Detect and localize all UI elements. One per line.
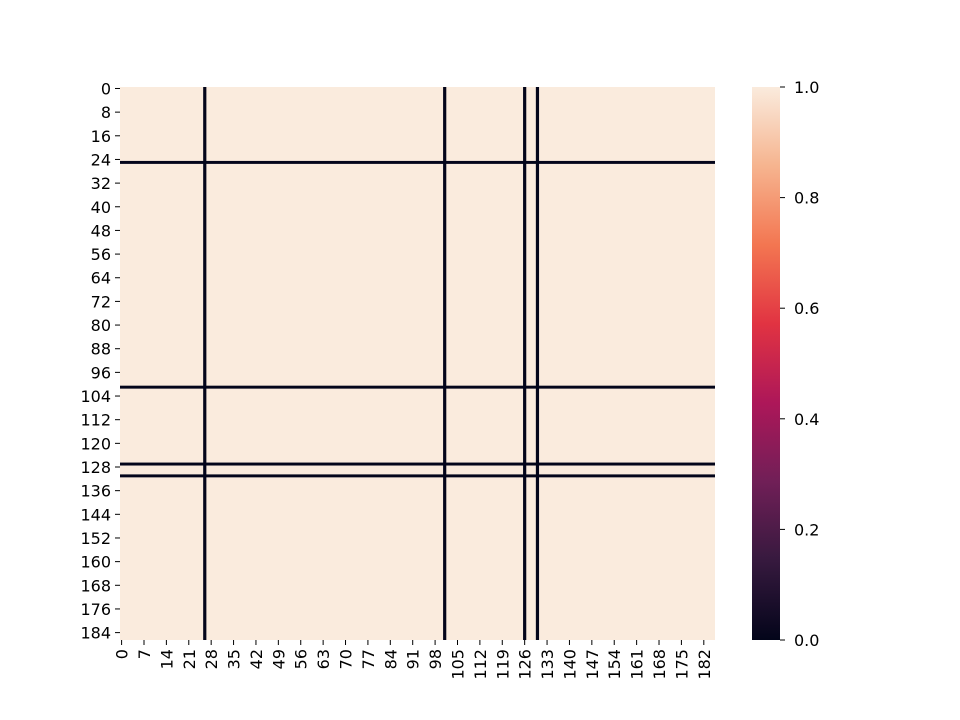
x-tick-label: 168	[650, 649, 669, 680]
y-tick-label: 16	[91, 127, 111, 146]
x-tick-label: 77	[359, 649, 378, 669]
colorbar: 0.0 0.2 0.4 0.6 0.8 1.0	[752, 78, 819, 650]
colorbar-gradient	[752, 87, 780, 640]
x-tick-label: 182	[695, 649, 714, 680]
x-tick-label: 147	[583, 649, 602, 680]
colorbar-tick-label: 0.0	[794, 631, 819, 650]
x-tick-label: 112	[471, 649, 490, 680]
heatmap-zero-row	[120, 385, 715, 389]
y-tick-label: 184	[80, 624, 111, 643]
x-tick-label: 0	[113, 649, 132, 659]
x-tick-label: 119	[493, 649, 512, 680]
x-tick-label: 84	[381, 649, 400, 669]
x-tick-label: 154	[605, 649, 624, 680]
x-tick-label: 21	[180, 649, 199, 669]
y-tick-label: 160	[80, 553, 111, 572]
heatmap-zero-row	[120, 462, 715, 466]
x-tick-label: 14	[157, 649, 176, 669]
colorbar-tick-label: 0.4	[794, 410, 819, 429]
y-tick-label: 176	[80, 600, 111, 619]
x-tick-label: 56	[292, 649, 311, 669]
y-tick-label: 88	[91, 340, 111, 359]
x-tick-label: 49	[269, 649, 288, 669]
heatmap-cells	[120, 87, 715, 640]
y-tick-label: 48	[91, 221, 111, 240]
heatmap-plot-area	[120, 87, 715, 640]
x-tick-label: 105	[448, 649, 467, 680]
x-tick-label: 70	[337, 649, 356, 669]
y-tick-label: 0	[101, 79, 111, 98]
y-axis: 0 8 16 24 32 40 48 56 64 72 80 88 96 104 112 120 128 136 1…	[80, 79, 120, 643]
colorbar-tick-label: 1.0	[794, 78, 819, 97]
x-axis: 0 7 14 21 28 35 42 49 56 63 70 77 84 91 98 105 112 119 126…	[113, 640, 714, 680]
y-tick-label: 104	[80, 387, 111, 406]
heatmap-zero-row	[120, 474, 715, 478]
y-tick-label: 136	[80, 482, 111, 501]
x-tick-label: 140	[560, 649, 579, 680]
heatmap-zero-column	[203, 87, 207, 640]
y-tick-label: 32	[91, 174, 111, 193]
x-tick-label: 161	[628, 649, 647, 680]
x-tick-label: 98	[426, 649, 445, 669]
y-tick-label: 72	[91, 292, 111, 311]
y-tick-label: 152	[80, 529, 111, 548]
x-tick-label: 7	[135, 649, 154, 659]
y-tick-label: 24	[91, 150, 111, 169]
heatmap-zero-column	[535, 87, 540, 640]
y-tick-label: 64	[91, 269, 111, 288]
heatmap-zero-column	[443, 87, 447, 640]
colorbar-tick-label: 0.8	[794, 189, 819, 208]
x-tick-label: 35	[225, 649, 244, 669]
y-tick-label: 168	[80, 576, 111, 595]
y-tick-label: 8	[101, 103, 111, 122]
y-tick-label: 120	[80, 434, 111, 453]
heatmap-zero-row	[120, 160, 715, 164]
y-tick-label: 40	[91, 198, 111, 217]
y-tick-label: 128	[80, 458, 111, 477]
y-tick-label: 96	[91, 363, 111, 382]
y-tick-label: 144	[80, 505, 111, 524]
heatmap-zero-column	[523, 87, 527, 640]
x-tick-label: 175	[672, 649, 691, 680]
x-tick-label: 28	[202, 649, 221, 669]
x-tick-label: 126	[516, 649, 535, 680]
x-tick-label: 91	[404, 649, 423, 669]
x-tick-label: 63	[314, 649, 333, 669]
colorbar-tick-label: 0.2	[794, 520, 819, 539]
y-tick-label: 56	[91, 245, 111, 264]
y-tick-label: 80	[91, 316, 111, 335]
y-tick-label: 112	[80, 411, 111, 430]
colorbar-tick-label: 0.6	[794, 299, 819, 318]
x-tick-label: 42	[247, 649, 266, 669]
x-tick-label: 133	[538, 649, 557, 680]
